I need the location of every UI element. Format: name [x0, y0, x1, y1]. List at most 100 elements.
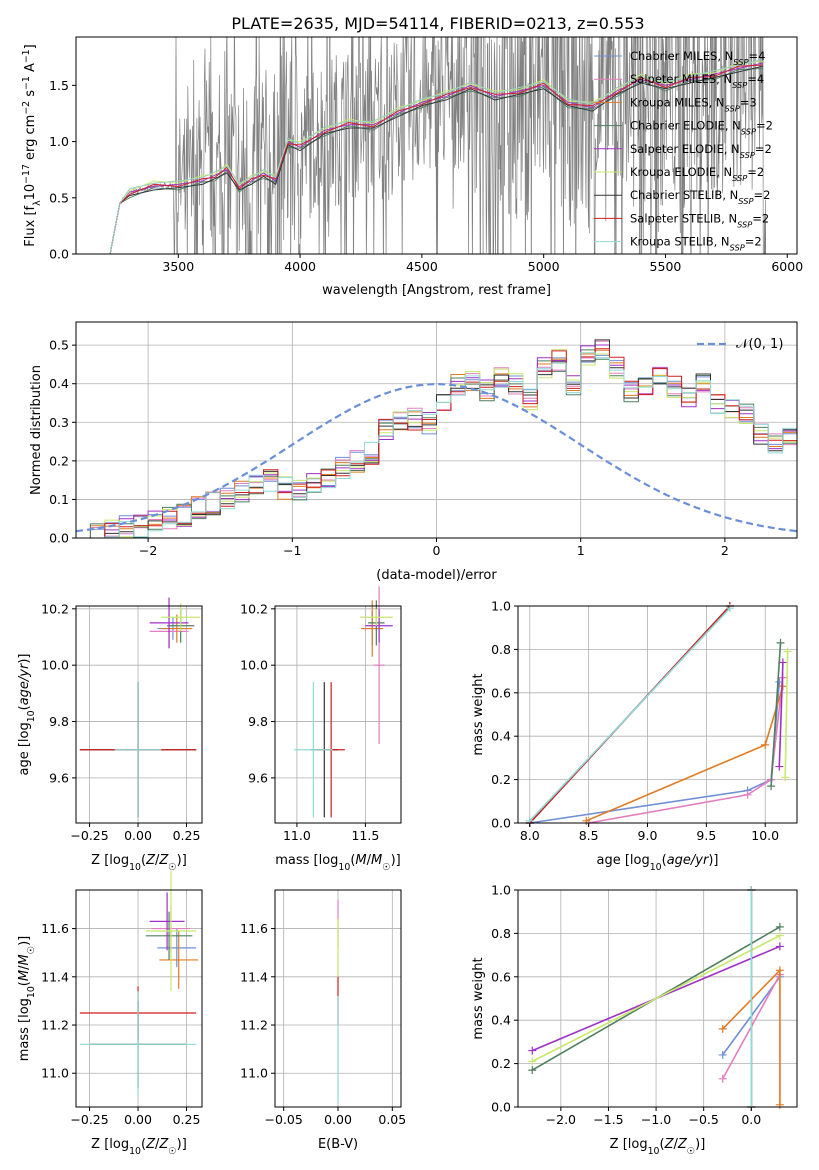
- x-axis-label: Z [log10(Z/Z☉)]: [91, 853, 187, 873]
- x-tick-label: 1: [577, 543, 585, 558]
- x-tick-label: 6000: [771, 259, 803, 274]
- weight-marker: [775, 966, 784, 975]
- x-tick-label: −1.0: [641, 1112, 671, 1127]
- weight-marker: [775, 1100, 784, 1109]
- y-tick-label: 0.4: [49, 376, 69, 391]
- x-tick-label: 0: [433, 543, 441, 558]
- x-tick-label: 8.0: [520, 828, 540, 843]
- weight-marker: [528, 1066, 537, 1075]
- x-tick-label: 0.00: [324, 1112, 352, 1127]
- legend-entry: Kroupa MILES, NSSP=3: [630, 95, 757, 113]
- legend-entry: Kroupa ELODIE, NSSP=2: [630, 165, 764, 183]
- y-tick-label: 0.2: [491, 772, 511, 787]
- y-tick-label: 9.6: [248, 770, 268, 785]
- y-tick-label: 11.0: [41, 1066, 69, 1081]
- y-tick-label: 0.8: [491, 926, 511, 941]
- y-tick-label: 10.0: [41, 658, 69, 673]
- x-tick-label: 10.0: [751, 828, 779, 843]
- legend-entry: Chabrier ELODIE, NSSP=2: [630, 119, 773, 137]
- x-tick-label: 0.00: [124, 828, 152, 843]
- x-axis-label: Z [log10(Z/Z☉)]: [610, 1137, 706, 1157]
- weight-line: [588, 677, 784, 824]
- x-tick-label: −2: [139, 543, 157, 558]
- y-tick-label: 0.4: [491, 1013, 511, 1028]
- y-tick-label: 0.6: [491, 969, 511, 984]
- x-axis-label: wavelength [Angstrom, rest frame]: [322, 283, 551, 298]
- x-tick-label: 4500: [406, 259, 438, 274]
- age-z-panel: −0.25 0.00 0.25 9.6 9.8 10.0 10.2 Z [log10(Z/Z☉…: [17, 597, 203, 873]
- y-tick-label: 1.5: [49, 78, 69, 93]
- y-tick-label: 0.8: [491, 642, 511, 657]
- weight-marker: [775, 922, 784, 931]
- x-tick-label: 4000: [284, 259, 316, 274]
- x-axis-label: (data-model)/error: [376, 568, 497, 583]
- weight-marker: [783, 647, 792, 656]
- weight-marker: [743, 790, 752, 799]
- y-axis-label: mass weight: [471, 957, 486, 1039]
- y-tick-label: 11.2: [240, 1018, 268, 1033]
- weight-marker: [718, 1074, 727, 1083]
- legend-entry: Salpeter MILES, NSSP=4: [630, 72, 764, 90]
- y-axis-label: mass [log10(M/M☉)]: [17, 936, 37, 1062]
- x-tick-label: −1.5: [593, 1112, 623, 1127]
- axes-frame: [75, 889, 203, 1108]
- y-tick-label: 0.0: [49, 247, 69, 262]
- axes-frame: [517, 889, 798, 1108]
- y-tick-label: 10.0: [240, 658, 268, 673]
- y-tick-label: 0.4: [491, 729, 511, 744]
- x-tick-label: 0.05: [378, 1112, 406, 1127]
- spectrum-legend: Chabrier MILES, NSSP=4 Salpeter MILES, NS…: [594, 49, 773, 253]
- weight-line: [770, 642, 782, 787]
- axes-frame: [517, 605, 798, 824]
- x-tick-label: 0.25: [173, 1112, 201, 1127]
- y-tick-label: 0.0: [491, 816, 511, 831]
- residual-histogram: [76, 339, 797, 538]
- y-tick-label: 11.4: [41, 969, 69, 984]
- legend-entry: Salpeter ELODIE, NSSP=2: [630, 142, 772, 160]
- residual-histogram: [76, 352, 797, 538]
- x-axis-label: Z [log10(Z/Z☉)]: [91, 1137, 187, 1157]
- y-tick-label: 0.3: [49, 415, 69, 430]
- x-tick-label: 9.5: [696, 828, 716, 843]
- x-tick-label: 5000: [528, 259, 560, 274]
- weight-marker: [775, 931, 784, 940]
- weight-marker: [718, 1050, 727, 1059]
- x-tick-label: −2.0: [546, 1112, 576, 1127]
- y-tick-label: 11.0: [240, 1066, 268, 1081]
- y-tick-label: 9.6: [49, 770, 69, 785]
- x-tick-label: 8.5: [579, 828, 599, 843]
- x-tick-label: 2: [721, 543, 729, 558]
- mass-z-panel: −0.25 0.00 0.25 11.0 11.2 11.4 11.6 Z [log10(Z/…: [17, 870, 203, 1157]
- y-tick-label: 11.6: [240, 921, 268, 936]
- weight-age-panel: 8.0 8.5 9.0 9.5 10.0 0.0 0.2 0.4 0.6 0.8 1.0 age [l…: [471, 599, 798, 873]
- weight-marker: [528, 1057, 537, 1066]
- legend-entry: Chabrier MILES, NSSP=4: [630, 49, 765, 67]
- legend-entry: 𝒩(0, 1): [736, 337, 783, 352]
- weight-line: [529, 607, 731, 822]
- figure-title: PLATE=2635, MJD=54114, FIBERID=0213, z=0…: [231, 14, 644, 33]
- y-tick-label: 0.2: [491, 1056, 511, 1071]
- residuals-panel: −2 −1 0 1 2 0.0 0.1 0.2 0.3 0.4 0.5 (data-model)/er…: [29, 321, 798, 583]
- legend-entry: Chabrier STELIB, NSSP=2: [630, 188, 770, 206]
- weight-marker: [775, 942, 784, 951]
- weight-marker: [775, 762, 784, 771]
- y-axis-label: age [log10(age/yr)]: [17, 653, 37, 775]
- y-tick-label: 0.6: [491, 685, 511, 700]
- model-spectrum: [109, 59, 764, 254]
- age-mass-panel: 11.0 11.5 9.6 9.8 10.0 10.2 mass [log10(M/M☉)]: [240, 586, 402, 873]
- x-tick-label: −0.25: [70, 828, 108, 843]
- weight-marker: [767, 782, 776, 791]
- axes-frame: [75, 36, 798, 255]
- x-tick-label: −0.25: [70, 1112, 108, 1127]
- y-tick-label: 1.0: [49, 134, 69, 149]
- model-spectrum: [109, 61, 763, 254]
- model-spectrum: [109, 68, 763, 254]
- weight-marker: [781, 773, 790, 782]
- model-spectrum: [109, 64, 763, 254]
- x-tick-label: 0.00: [124, 1112, 152, 1127]
- x-tick-label: 9.0: [638, 828, 658, 843]
- legend-entry: Salpeter STELIB, NSSP=2: [630, 211, 769, 229]
- y-axis-label: mass weight: [471, 673, 486, 755]
- y-tick-label: 0.0: [49, 531, 69, 546]
- model-spectrum: [109, 65, 764, 254]
